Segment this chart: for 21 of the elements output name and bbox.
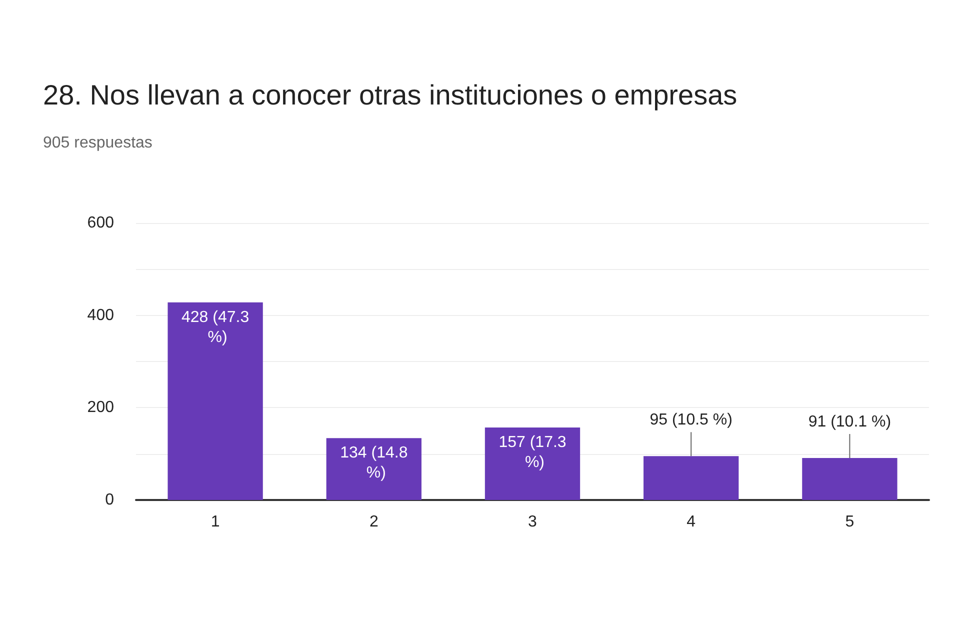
data-label: 95 (10.5 %)	[650, 412, 732, 429]
bar	[168, 302, 263, 500]
data-label: 134 (14.8 %)	[340, 444, 408, 482]
data-label: 91 (10.1 %)	[808, 413, 892, 430]
y-tick-label: 400	[87, 306, 114, 324]
x-tick-label: 4	[686, 514, 696, 530]
chart-title: 28. Nos llevan a conocer otras instituciones o empresas	[43, 80, 738, 110]
x-tick-label: 5	[845, 514, 854, 530]
data-label: 157 (17.3 %)	[498, 434, 566, 472]
y-tick-label: 600	[87, 214, 114, 232]
x-tick-label: 3	[528, 514, 538, 530]
x-tick-label: 1	[210, 514, 220, 530]
bar	[326, 438, 422, 500]
x-tick-label: 2	[369, 514, 378, 530]
bar	[644, 456, 739, 500]
bar	[484, 428, 580, 500]
bar	[802, 458, 898, 500]
chart-subtitle: 905 respuestas	[43, 134, 152, 152]
y-tick-label: 0	[105, 492, 114, 508]
y-tick-label: 200	[87, 399, 114, 416]
data-label: 428 (47.3 %)	[181, 308, 250, 346]
